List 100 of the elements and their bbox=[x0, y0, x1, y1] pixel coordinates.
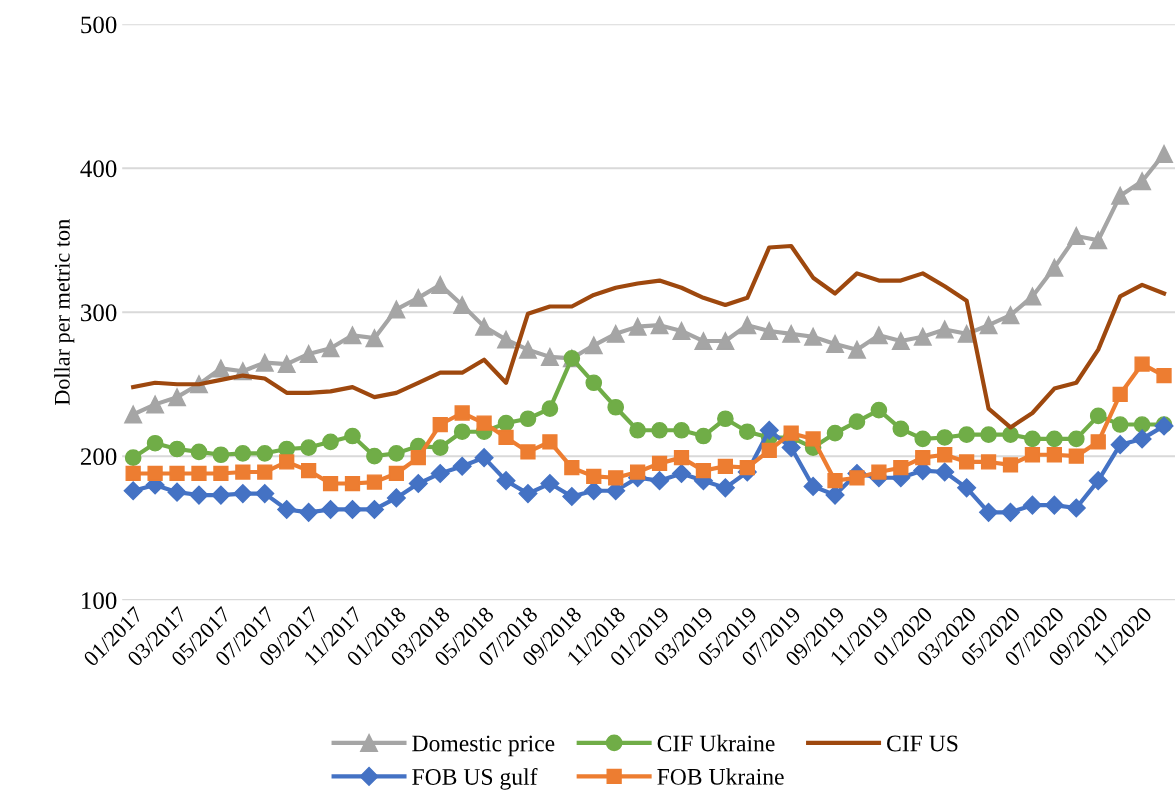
point bbox=[584, 481, 604, 501]
point bbox=[277, 355, 296, 374]
point bbox=[299, 344, 318, 364]
point bbox=[233, 484, 253, 504]
point bbox=[695, 462, 712, 479]
point bbox=[453, 423, 471, 441]
y-tick-label: 200 bbox=[80, 448, 117, 466]
point bbox=[958, 454, 975, 470]
point bbox=[562, 486, 582, 507]
point bbox=[715, 478, 735, 498]
point bbox=[739, 460, 755, 476]
point bbox=[1111, 416, 1129, 433]
point bbox=[388, 444, 405, 462]
point bbox=[717, 410, 734, 428]
point bbox=[343, 326, 362, 345]
point bbox=[498, 429, 514, 446]
point bbox=[213, 465, 229, 482]
point bbox=[453, 296, 472, 315]
point bbox=[211, 359, 230, 378]
point bbox=[387, 300, 406, 319]
point bbox=[519, 410, 537, 428]
legend-label: CIF Ukraine bbox=[657, 734, 775, 752]
point bbox=[606, 324, 625, 343]
point bbox=[979, 316, 998, 335]
point bbox=[869, 326, 888, 345]
point bbox=[673, 421, 690, 439]
point bbox=[1089, 231, 1108, 250]
point bbox=[496, 471, 516, 491]
point bbox=[1110, 435, 1130, 455]
point bbox=[147, 465, 163, 482]
point bbox=[518, 340, 537, 359]
point bbox=[1045, 258, 1064, 277]
point bbox=[366, 474, 383, 490]
point bbox=[760, 321, 779, 340]
point bbox=[716, 331, 735, 351]
point bbox=[191, 465, 207, 482]
point bbox=[650, 471, 670, 491]
point bbox=[1068, 448, 1084, 464]
point bbox=[1156, 367, 1172, 384]
point bbox=[914, 430, 932, 448]
point bbox=[935, 320, 954, 339]
point bbox=[673, 449, 690, 466]
point bbox=[958, 426, 975, 443]
point bbox=[979, 502, 999, 522]
point bbox=[408, 474, 428, 494]
point bbox=[432, 416, 448, 433]
point bbox=[344, 427, 361, 445]
point bbox=[893, 460, 909, 476]
y-tick-label: 400 bbox=[80, 160, 117, 178]
point bbox=[628, 317, 647, 336]
point bbox=[344, 475, 361, 492]
point bbox=[410, 449, 426, 466]
point bbox=[738, 423, 756, 441]
point bbox=[957, 478, 977, 498]
point bbox=[1111, 186, 1130, 205]
point bbox=[322, 433, 339, 451]
point bbox=[695, 427, 712, 445]
legend-label: FOB US gulf bbox=[412, 768, 538, 790]
point bbox=[124, 449, 142, 466]
point bbox=[1067, 430, 1085, 448]
point bbox=[1001, 306, 1020, 325]
point bbox=[629, 421, 646, 439]
point bbox=[430, 463, 450, 483]
point bbox=[805, 431, 821, 447]
point bbox=[123, 481, 143, 501]
point bbox=[541, 400, 559, 418]
point bbox=[1002, 457, 1019, 473]
point bbox=[497, 414, 515, 432]
point bbox=[1066, 498, 1086, 518]
point bbox=[474, 448, 494, 468]
legend-label: FOB Ukraine bbox=[657, 768, 784, 785]
point bbox=[585, 374, 603, 392]
point bbox=[255, 484, 275, 504]
point bbox=[475, 317, 494, 336]
point bbox=[781, 438, 801, 458]
legend-label: CIF US bbox=[887, 735, 958, 752]
point bbox=[803, 476, 823, 496]
point bbox=[935, 462, 955, 482]
point bbox=[564, 460, 580, 476]
point bbox=[167, 482, 187, 502]
point bbox=[849, 470, 865, 486]
point bbox=[825, 485, 845, 505]
point bbox=[300, 462, 317, 479]
point bbox=[761, 442, 777, 459]
point bbox=[518, 484, 538, 504]
point bbox=[1112, 386, 1128, 402]
point bbox=[321, 339, 340, 358]
point bbox=[146, 434, 164, 452]
point bbox=[409, 288, 428, 307]
point bbox=[364, 499, 384, 519]
point bbox=[211, 485, 231, 505]
point bbox=[497, 330, 516, 349]
point bbox=[255, 353, 274, 372]
point bbox=[694, 331, 713, 351]
point bbox=[342, 499, 363, 519]
point bbox=[1134, 356, 1150, 372]
point bbox=[871, 464, 887, 480]
point bbox=[937, 447, 953, 463]
point bbox=[1067, 226, 1086, 245]
point bbox=[608, 470, 624, 486]
